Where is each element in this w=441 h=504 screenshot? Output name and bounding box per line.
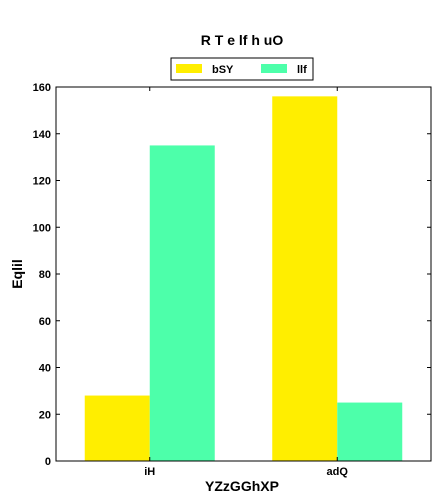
legend-label-bSY: bSY xyxy=(212,64,234,76)
x-axis-label: YZzGGhXP xyxy=(205,478,279,494)
y-axis-label: Eqlil xyxy=(9,259,25,289)
legend-swatch-llf xyxy=(261,64,287,73)
y-tick-label: 0 xyxy=(45,456,51,468)
y-axis-ticks: 0 20 40 60 80 100 120 140 160 xyxy=(33,82,431,468)
legend-label-llf: llf xyxy=(297,64,307,76)
y-tick-label: 100 xyxy=(33,222,51,234)
chart-title: R T e lf h uO xyxy=(201,32,284,48)
x-tick-label: iH xyxy=(144,466,155,478)
legend: bSY llf xyxy=(170,57,314,81)
y-tick-label: 140 xyxy=(33,129,51,141)
y-tick-label: 60 xyxy=(39,316,51,328)
x-tick-label: adQ xyxy=(327,466,349,478)
x-axis-ticks: iH adQ xyxy=(144,87,348,478)
y-tick-label: 20 xyxy=(39,409,51,421)
y-tick-label: 160 xyxy=(33,82,51,94)
y-tick-label: 80 xyxy=(39,269,51,281)
legend-frame xyxy=(170,57,314,81)
plot-area-frame xyxy=(55,86,432,462)
bar-bSY-iH xyxy=(84,395,150,461)
bars-group xyxy=(84,96,403,461)
y-tick-label: 120 xyxy=(33,176,51,188)
bar-bSY-adQ xyxy=(272,96,338,461)
bar-llf-adQ xyxy=(337,402,403,461)
legend-swatch-bSY xyxy=(176,64,202,73)
y-tick-label: 40 xyxy=(39,363,51,375)
bar-llf-iH xyxy=(149,145,215,461)
